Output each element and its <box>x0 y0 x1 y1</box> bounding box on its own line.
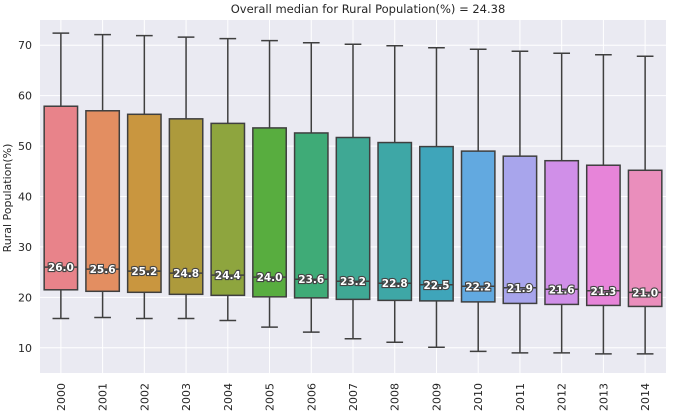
box-2008: 22.8 2008 <box>377 44 413 411</box>
box-body <box>293 132 329 299</box>
y-tick-label: 10 <box>18 342 32 355</box>
box-2014: 21.0 2014 <box>627 55 663 411</box>
box-body <box>210 122 246 297</box>
box-body <box>168 118 204 296</box>
y-tick-label: 40 <box>18 191 32 204</box>
median-label: 24.8 <box>173 268 199 280</box>
y-tick-label: 70 <box>18 39 32 52</box>
box-2006: 23.6 2006 <box>293 41 329 411</box>
box-body <box>252 127 287 298</box>
box-body <box>126 113 162 294</box>
median-label: 26.0 <box>48 262 74 274</box>
y-tick-label: 30 <box>18 241 32 254</box>
median-label: 21.0 <box>632 287 658 299</box>
box-body <box>585 164 621 307</box>
median-label: 22.8 <box>382 278 408 290</box>
x-tick-label: 2007 <box>347 383 360 411</box>
box-2005: 24.0 2005 <box>252 39 287 411</box>
box-body <box>419 145 454 302</box>
y-tick-label: 60 <box>18 90 32 103</box>
y-tick-label: 50 <box>18 140 32 153</box>
box-2000: 26.0 2000 <box>43 32 79 411</box>
box-2012: 21.6 2012 <box>544 52 580 411</box>
y-tick-label: 20 <box>18 291 32 304</box>
box-body <box>85 110 121 293</box>
box-2011: 21.9 2011 <box>502 50 538 411</box>
box-body <box>544 159 580 306</box>
box-2002: 25.2 2002 <box>126 34 162 411</box>
box-body <box>335 136 371 301</box>
box-2003: 24.8 2003 <box>168 36 204 411</box>
median-label: 25.6 <box>90 264 116 276</box>
box-2001: 25.6 2001 <box>85 33 121 411</box>
x-tick-label: 2001 <box>97 383 110 411</box>
median-label: 22.5 <box>424 280 450 292</box>
x-tick-label: 2004 <box>222 383 235 411</box>
median-label: 25.2 <box>131 266 157 278</box>
x-tick-label: 2000 <box>55 383 68 411</box>
plot-area: 10 20 30 40 50 60 70 26.0 2000 25.6 2001 25.2 2002 24… <box>18 20 666 411</box>
x-tick-label: 2008 <box>389 383 402 411</box>
y-axis-label: Rural Population(%) <box>1 144 14 253</box>
median-label: 24.4 <box>215 270 241 282</box>
median-label: 23.6 <box>298 274 324 286</box>
median-label: 21.9 <box>507 283 533 295</box>
box-body <box>460 150 496 303</box>
median-label: 21.6 <box>549 284 575 296</box>
median-label: 24.0 <box>257 272 283 284</box>
x-tick-label: 2002 <box>138 383 151 411</box>
chart-title: Overall median for Rural Population(%) =… <box>231 2 506 16</box>
box-2004: 24.4 2004 <box>210 37 246 411</box>
box-body <box>43 105 79 291</box>
median-label: 23.2 <box>340 276 366 288</box>
median-label: 22.2 <box>465 281 491 293</box>
box-2010: 22.2 2010 <box>460 48 496 411</box>
x-tick-label: 2011 <box>514 383 527 411</box>
median-label: 21.3 <box>590 286 616 298</box>
box-body <box>377 141 413 302</box>
x-tick-label: 2003 <box>180 383 193 411</box>
x-tick-label: 2013 <box>597 383 610 411</box>
x-tick-label: 2009 <box>430 383 443 411</box>
box-2009: 22.5 2009 <box>419 46 454 411</box>
x-tick-label: 2010 <box>472 383 485 411</box>
box-body <box>502 155 538 305</box>
x-tick-label: 2005 <box>264 383 277 411</box>
box-2013: 21.3 2013 <box>585 54 621 411</box>
box-2007: 23.2 2007 <box>335 43 371 411</box>
x-tick-label: 2014 <box>639 383 652 411</box>
x-tick-label: 2006 <box>305 383 318 411</box>
box-body <box>627 169 663 308</box>
x-tick-label: 2012 <box>556 383 569 411</box>
